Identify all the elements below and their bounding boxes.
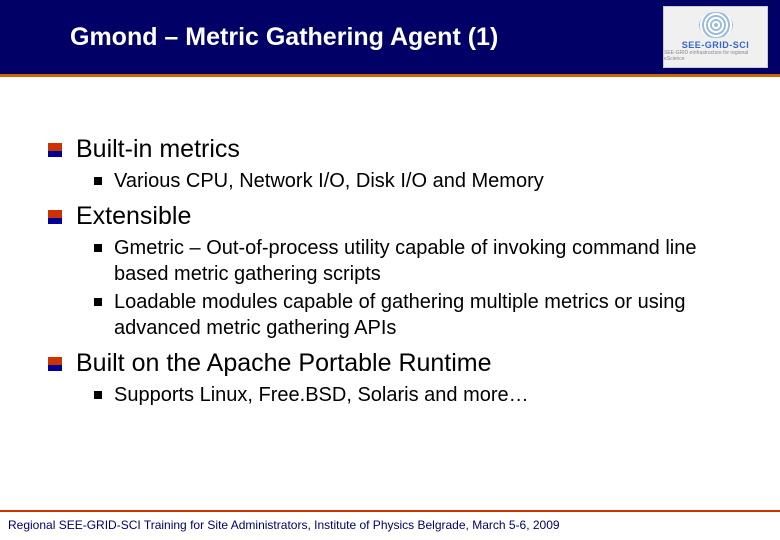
square-bullet-icon [94,244,102,252]
list-subitem-text: Supports Linux, Free.BSD, Solaris and mo… [114,382,529,408]
list-subitem-text: Gmetric – Out-of-process utility capable… [114,235,720,287]
square-bullet-icon [94,391,102,399]
list-item-text: Built-in metrics [76,135,240,164]
list-item-text: Extensible [76,202,191,231]
list-item: Built on the Apache Portable Runtime [48,349,740,378]
square-bullet-icon [94,177,102,185]
list-subitem: Various CPU, Network I/O, Disk I/O and M… [94,168,740,194]
logo-text: SEE-GRID-SCI [682,40,750,50]
bullet-icon [48,143,62,157]
list-subitem: Loadable modules capable of gathering mu… [94,289,740,341]
logo-swirl-icon [699,12,733,38]
square-bullet-icon [94,298,102,306]
bullet-icon [48,210,62,224]
logo: SEE-GRID-SCI SEE-GRID eInfrastructure fo… [663,6,768,68]
list-subitem: Supports Linux, Free.BSD, Solaris and mo… [94,382,740,408]
bullet-icon [48,357,62,371]
list-item: Extensible [48,202,740,231]
list-subitem-text: Loadable modules capable of gathering mu… [114,289,720,341]
slide-header: Gmond – Metric Gathering Agent (1) SEE-G… [0,0,780,74]
list-subitem-text: Various CPU, Network I/O, Disk I/O and M… [114,168,544,194]
footer-accent-line [0,510,780,512]
list-subitem: Gmetric – Out-of-process utility capable… [94,235,740,287]
footer-text: Regional SEE-GRID-SCI Training for Site … [8,518,560,532]
list-item: Built-in metrics [48,135,740,164]
slide-content: Built-in metrics Various CPU, Network I/… [0,77,780,408]
slide-title: Gmond – Metric Gathering Agent (1) [70,23,498,52]
logo-subtext: SEE-GRID eInfrastructure for regional eS… [664,50,767,62]
list-item-text: Built on the Apache Portable Runtime [76,349,492,378]
